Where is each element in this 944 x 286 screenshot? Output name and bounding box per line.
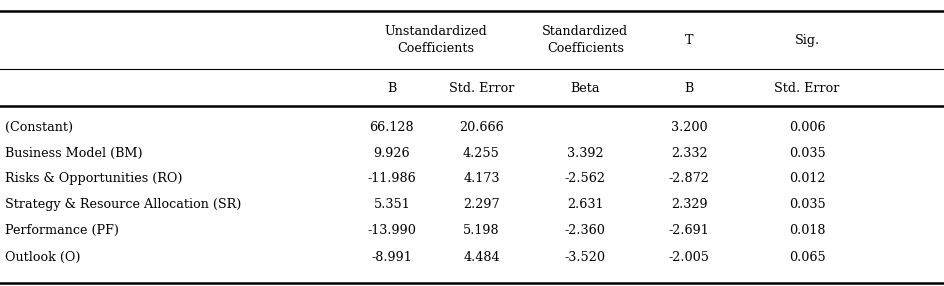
Text: 0.012: 0.012 (789, 172, 825, 185)
Text: Unstandardized
Coefficients: Unstandardized Coefficients (385, 25, 487, 55)
Text: Outlook (O): Outlook (O) (5, 251, 80, 264)
Text: -2.691: -2.691 (668, 224, 710, 237)
Text: Business Model (BM): Business Model (BM) (5, 146, 143, 160)
Text: 0.035: 0.035 (789, 198, 825, 211)
Text: 0.065: 0.065 (789, 251, 825, 264)
Text: 4.173: 4.173 (464, 172, 499, 185)
Text: -2.562: -2.562 (565, 172, 606, 185)
Text: -11.986: -11.986 (367, 172, 416, 185)
Text: 5.198: 5.198 (464, 224, 499, 237)
Text: 3.200: 3.200 (671, 121, 707, 134)
Text: -3.520: -3.520 (565, 251, 606, 264)
Text: -13.990: -13.990 (367, 224, 416, 237)
Text: 4.484: 4.484 (464, 251, 499, 264)
Text: Strategy & Resource Allocation (SR): Strategy & Resource Allocation (SR) (5, 198, 241, 211)
Text: 2.332: 2.332 (671, 146, 707, 160)
Text: 0.006: 0.006 (789, 121, 825, 134)
Text: 9.926: 9.926 (374, 146, 410, 160)
Text: 66.128: 66.128 (369, 121, 414, 134)
Text: 4.255: 4.255 (463, 146, 500, 160)
Text: 2.297: 2.297 (464, 198, 499, 211)
Text: Beta: Beta (570, 82, 600, 95)
Text: Standardized
Coefficients: Standardized Coefficients (542, 25, 629, 55)
Text: -2.872: -2.872 (668, 172, 710, 185)
Text: T: T (684, 33, 694, 47)
Text: Sig.: Sig. (795, 33, 819, 47)
Text: B: B (387, 82, 396, 95)
Text: B: B (684, 82, 694, 95)
Text: Performance (PF): Performance (PF) (5, 224, 119, 237)
Text: 20.666: 20.666 (459, 121, 504, 134)
Text: Std. Error: Std. Error (774, 82, 840, 95)
Text: 5.351: 5.351 (374, 198, 410, 211)
Text: Std. Error: Std. Error (448, 82, 514, 95)
Text: 2.329: 2.329 (671, 198, 707, 211)
Text: (Constant): (Constant) (5, 121, 73, 134)
Text: -2.005: -2.005 (668, 251, 710, 264)
Text: -8.991: -8.991 (371, 251, 413, 264)
Text: 0.035: 0.035 (789, 146, 825, 160)
Text: Risks & Opportunities (RO): Risks & Opportunities (RO) (5, 172, 182, 185)
Text: 2.631: 2.631 (567, 198, 603, 211)
Text: 0.018: 0.018 (789, 224, 825, 237)
Text: -2.360: -2.360 (565, 224, 606, 237)
Text: 3.392: 3.392 (567, 146, 603, 160)
